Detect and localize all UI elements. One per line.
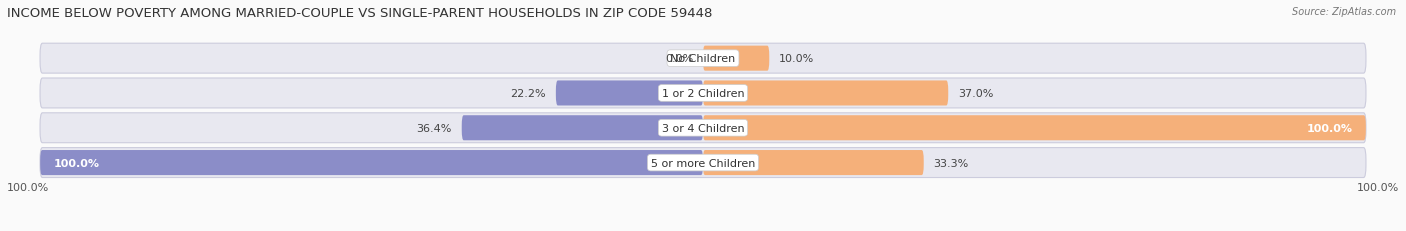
- Text: 0.0%: 0.0%: [665, 54, 693, 64]
- Text: 100.0%: 100.0%: [1357, 182, 1399, 192]
- Text: 22.2%: 22.2%: [510, 88, 546, 99]
- FancyBboxPatch shape: [461, 116, 703, 141]
- Text: 3 or 4 Children: 3 or 4 Children: [662, 123, 744, 133]
- Text: 100.0%: 100.0%: [7, 182, 49, 192]
- FancyBboxPatch shape: [39, 148, 1367, 178]
- Text: 10.0%: 10.0%: [779, 54, 814, 64]
- FancyBboxPatch shape: [39, 79, 1367, 109]
- FancyBboxPatch shape: [39, 113, 1367, 143]
- FancyBboxPatch shape: [555, 81, 703, 106]
- Text: INCOME BELOW POVERTY AMONG MARRIED-COUPLE VS SINGLE-PARENT HOUSEHOLDS IN ZIP COD: INCOME BELOW POVERTY AMONG MARRIED-COUPL…: [7, 7, 713, 20]
- FancyBboxPatch shape: [703, 46, 769, 71]
- FancyBboxPatch shape: [41, 150, 703, 175]
- Text: No Children: No Children: [671, 54, 735, 64]
- FancyBboxPatch shape: [703, 81, 948, 106]
- FancyBboxPatch shape: [703, 150, 924, 175]
- Text: 1 or 2 Children: 1 or 2 Children: [662, 88, 744, 99]
- FancyBboxPatch shape: [703, 116, 1365, 141]
- Text: 5 or more Children: 5 or more Children: [651, 158, 755, 168]
- Text: Source: ZipAtlas.com: Source: ZipAtlas.com: [1292, 7, 1396, 17]
- Text: 37.0%: 37.0%: [959, 88, 994, 99]
- FancyBboxPatch shape: [39, 44, 1367, 74]
- Text: 100.0%: 100.0%: [1306, 123, 1353, 133]
- Text: 100.0%: 100.0%: [53, 158, 100, 168]
- Text: 33.3%: 33.3%: [934, 158, 969, 168]
- Text: 36.4%: 36.4%: [416, 123, 451, 133]
